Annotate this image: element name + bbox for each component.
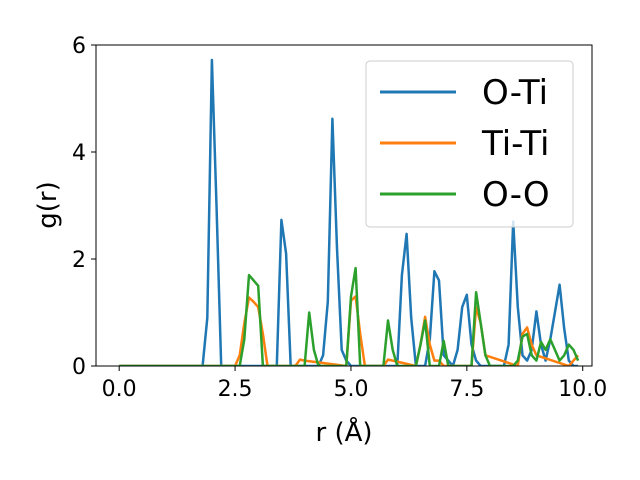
x-tick-label: 10.0 <box>558 377 607 402</box>
x-axis: 0.0 2.5 5.0 7.5 10.0 <box>102 366 607 402</box>
y-tick-label: 6 <box>72 34 86 59</box>
legend-label-2: O-O <box>482 175 550 215</box>
x-tick-label: 2.5 <box>218 377 253 402</box>
x-tick-label: 7.5 <box>449 377 484 402</box>
series-line-2 <box>119 266 580 366</box>
x-tick-label: 5.0 <box>333 377 368 402</box>
plot-frame <box>95 44 593 367</box>
legend-label-0: O-Ti <box>482 73 548 113</box>
legend-box <box>365 60 574 228</box>
legend: O-Ti Ti-Ti O-O <box>365 60 574 228</box>
y-axis: 0 2 4 6 <box>72 34 96 380</box>
y-axis-label: g(r) <box>33 181 63 228</box>
y-tick-label: 2 <box>72 248 86 273</box>
legend-label-1: Ti-Ti <box>481 124 550 164</box>
x-tick-label: 0.0 <box>102 377 137 402</box>
series-line-0 <box>119 58 579 366</box>
y-tick-label: 4 <box>72 141 86 166</box>
series-layer <box>119 58 580 366</box>
x-axis-label: r (Å) <box>315 416 372 448</box>
y-tick-label: 0 <box>72 355 86 380</box>
